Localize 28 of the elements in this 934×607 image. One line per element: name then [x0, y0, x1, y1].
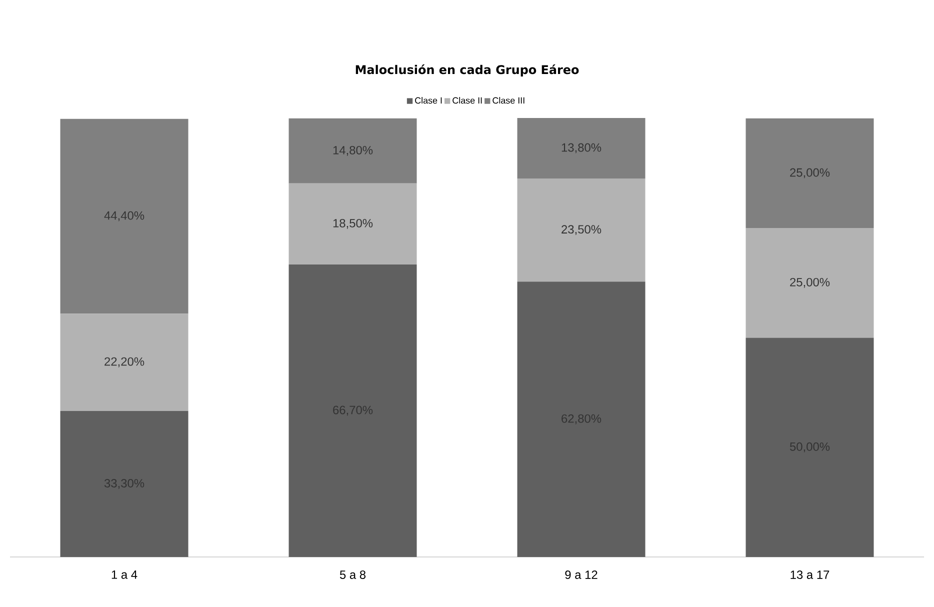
bar	[60, 118, 188, 314]
bar	[288, 264, 417, 557]
bar	[517, 118, 646, 179]
bar	[746, 228, 874, 338]
bar	[517, 178, 646, 282]
bar	[288, 118, 417, 184]
legend-label: Clase II	[452, 97, 482, 104]
bar	[517, 282, 646, 557]
data-label: 18,50%	[333, 218, 373, 229]
data-label: 25,00%	[790, 278, 830, 288]
data-label: 13,80%	[562, 143, 602, 154]
bar	[288, 183, 417, 264]
data-label: 22,20%	[104, 357, 144, 368]
legend-label: Clase I	[415, 97, 442, 104]
bar	[60, 410, 188, 557]
x-tick-label: 5 a 8	[340, 570, 366, 579]
x-tick-label: 9 a 12	[565, 570, 598, 579]
bar	[746, 338, 874, 557]
data-label: 44,40%	[104, 211, 144, 222]
legend-label: Clase III	[492, 97, 524, 104]
chart-title: Maloclusión en cada Grupo Eáreo	[356, 64, 579, 76]
bar	[60, 314, 188, 411]
bar	[746, 118, 874, 228]
x-tick-label: 13 a 17	[790, 570, 830, 579]
data-label: 14,80%	[333, 146, 373, 156]
x-tick-label: 1 a 4	[112, 570, 138, 579]
data-label: 25,00%	[790, 168, 830, 178]
data-label: 23,50%	[562, 225, 602, 235]
